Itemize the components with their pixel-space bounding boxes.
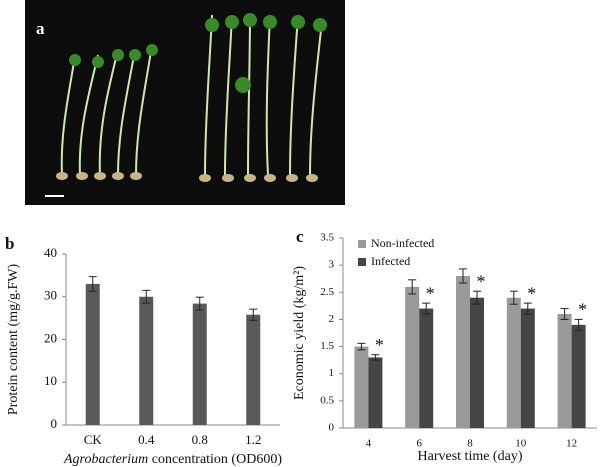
bar [139,296,154,425]
error-bar [509,290,518,305]
y-tick-label: 1 [329,367,335,379]
error-bar [357,342,366,351]
y-tick-label: 3 [329,259,335,271]
panel-label: c [296,227,304,246]
legend-label: Non-infected [371,236,434,250]
bar [470,297,484,428]
annotation: * [426,283,435,303]
y-tick-label: 30 [44,288,57,303]
x-tick-label: 10 [515,438,527,450]
error-bar [142,289,151,304]
y-axis-label: Economic yield (kg/m²) [292,266,307,400]
error-bar [459,268,467,284]
bar [85,283,100,425]
x-tick-label: 4 [366,438,372,450]
annotation: * [375,335,384,355]
annotation: * [578,300,587,320]
y-tick-label: 1.5 [320,340,334,352]
bar [368,357,383,428]
bar [405,286,420,428]
panel-label: a [36,19,45,38]
annotation: * [527,283,536,303]
bar [419,308,434,428]
x-tick-label: CK [84,432,103,447]
error-bar [195,296,204,311]
error-bar [249,308,258,321]
bar [246,314,261,425]
x-axis-label: Agrobacterium concentration (OD600) [63,452,282,467]
legend-label: Infected [371,254,410,268]
y-tick-label: 10 [44,373,57,388]
legend-swatch [358,258,366,266]
annotation: * [477,271,486,291]
y-tick-label: 3.5 [320,232,334,244]
y-tick-label: 2 [329,313,335,325]
error-bar [88,276,97,292]
y-tick-label: 2.5 [320,286,334,298]
photo: a [25,0,345,205]
bar [557,314,572,428]
x-axis-label-text: concentration (OD600) [152,452,283,467]
legend-swatch [358,240,366,248]
x-tick-label: 1.2 [245,432,261,447]
x-axis-label: Harvest time (day) [418,449,523,464]
bar [354,346,369,428]
bar [192,303,207,425]
error-bar [422,302,431,315]
error-bar [408,279,417,295]
y-tick-label: 40 [44,245,57,260]
x-tick-label: 0.4 [138,432,155,447]
y-tick-label: 0 [51,416,58,431]
error-bar [371,354,380,361]
error-bar [473,290,481,305]
error-bar [560,308,569,320]
x-axis-label-text: Harvest time (day) [418,449,523,464]
x-tick-label: 12 [566,438,577,450]
y-tick-label: 0 [329,422,335,434]
bar [520,308,535,428]
y-tick-label: 20 [44,330,57,345]
panel-label: b [5,234,14,253]
x-tick-label: 0.8 [192,432,208,447]
y-tick-label: 0.5 [320,394,334,406]
x-tick-label: 6 [416,438,422,450]
error-bar [523,302,532,315]
error-bar [574,318,583,331]
bar [571,324,586,428]
bar [456,276,470,428]
x-tick-label: 8 [467,438,473,450]
bar [506,297,521,428]
x-axis-label-italic: Agrobacterium [63,452,148,467]
y-axis-label: Protein content (mg/g.FW) [6,264,21,416]
